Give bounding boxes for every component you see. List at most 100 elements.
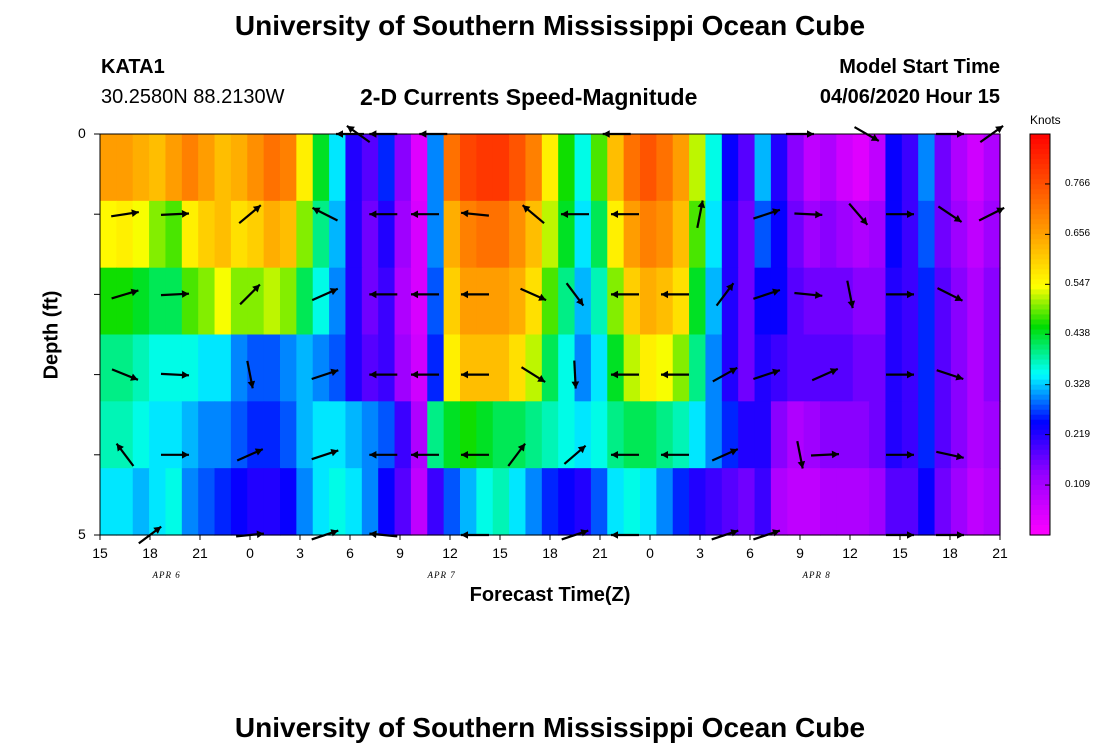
heatmap-cell (901, 267, 919, 336)
current-vector (461, 370, 489, 379)
heatmap-cell (116, 134, 134, 202)
heatmap-cell (198, 134, 216, 202)
colorbar-segment (1030, 334, 1050, 341)
heatmap-cell (280, 468, 297, 536)
heatmap-cell (607, 334, 625, 402)
heatmap-cell (656, 401, 674, 469)
current-vector (611, 451, 639, 459)
current-vector (138, 525, 162, 545)
current-vector (611, 210, 639, 218)
heatmap-cell (443, 468, 461, 536)
heatmap-cell (787, 468, 805, 536)
chart-title: 2-D Currents Speed-Magnitude (360, 84, 698, 110)
heatmap-cell (296, 334, 314, 402)
y-tick-label: 0 (78, 125, 86, 141)
heatmap-cell (950, 134, 968, 202)
colorbar (1029, 133, 1051, 536)
heatmap-cell (230, 267, 248, 336)
heatmap-cell (345, 468, 363, 536)
heatmap-cell (427, 334, 445, 402)
current-vector (369, 210, 398, 218)
heatmap-cell (149, 134, 167, 202)
current-vector (886, 290, 914, 299)
x-tick-label: 3 (696, 545, 704, 561)
heatmap-cell (361, 134, 379, 202)
heatmap-cell (329, 401, 347, 469)
heatmap-cell (280, 267, 297, 336)
heatmap-cell (721, 200, 739, 269)
heatmap-cell (230, 401, 248, 469)
heatmap-cell (574, 134, 592, 202)
heatmap-cell (820, 134, 837, 202)
colorbar-segment (1030, 314, 1050, 321)
heatmap-cell (689, 267, 707, 336)
colorbar-segment (1030, 394, 1050, 401)
current-vector (160, 210, 190, 218)
heatmap-cell (934, 334, 952, 402)
heatmap-cell (640, 401, 657, 469)
heatmap-cell (983, 334, 1001, 402)
heatmap-cell (214, 401, 232, 469)
heatmap-cell (640, 134, 657, 202)
heatmap-cell (901, 468, 919, 536)
current-vector (419, 130, 448, 138)
current-vector (461, 290, 489, 299)
colorbar-segment (1030, 379, 1050, 386)
x-axis-ticks (99, 535, 1001, 540)
x-tick-label: 15 (892, 545, 908, 561)
heatmap-cell (574, 334, 592, 402)
heatmap-cell (803, 267, 821, 336)
heatmap-cell (394, 200, 412, 269)
current-vector (794, 291, 823, 299)
colorbar-tick-label: 0.328 (1065, 378, 1091, 390)
x-tick-label: 0 (646, 545, 654, 561)
heatmap-cell (165, 334, 183, 402)
heatmap-cell (885, 401, 903, 469)
heatmap-cell (754, 401, 772, 469)
heatmap-cell (247, 468, 265, 536)
heatmap-cell (672, 401, 690, 469)
heatmap-cell (869, 401, 887, 469)
current-vector (979, 125, 1004, 143)
y-tick-label: 5 (78, 526, 86, 542)
heatmap-cell (312, 200, 330, 269)
heatmap-cell (869, 267, 887, 336)
heatmap-cell (852, 334, 870, 402)
colorbar-segment (1030, 209, 1050, 215)
heatmap-cell (738, 267, 756, 336)
heatmap-cell (770, 334, 788, 402)
heatmap-cell (476, 267, 494, 336)
heatmap-cell (983, 267, 1001, 336)
heatmap-cell (869, 200, 887, 269)
heatmap-cell (476, 401, 494, 469)
colorbar-segment (1030, 144, 1050, 150)
heatmap-cell (885, 334, 903, 402)
heatmap-cell (492, 134, 510, 202)
heatmap-cell (247, 134, 265, 202)
colorbar-segment (1030, 459, 1050, 466)
colorbar-segment (1030, 484, 1050, 491)
heatmap-cell (885, 134, 903, 202)
heatmap-cell (705, 200, 723, 269)
heatmap-cell (983, 134, 1001, 202)
current-vector (846, 280, 856, 309)
current-vector (411, 290, 439, 299)
colorbar-segment (1030, 404, 1050, 411)
current-vector (602, 130, 631, 138)
current-vector (848, 202, 869, 226)
colorbar-segment (1030, 309, 1050, 316)
heatmap-cell (803, 468, 821, 536)
colorbar-segment (1030, 464, 1050, 471)
heatmap-cell (198, 334, 216, 402)
colorbar-segment (1030, 319, 1050, 326)
heatmap-cell (803, 401, 821, 469)
current-vector (311, 529, 339, 541)
colorbar-tick-label: 0.766 (1065, 177, 1091, 189)
colorbar-segment (1030, 369, 1050, 376)
heatmap-cell (672, 267, 690, 336)
current-vector (369, 290, 398, 299)
heatmap-cell (836, 401, 854, 469)
colorbar-segment (1030, 234, 1050, 240)
current-vector (937, 287, 963, 302)
colorbar-segment (1030, 489, 1050, 496)
